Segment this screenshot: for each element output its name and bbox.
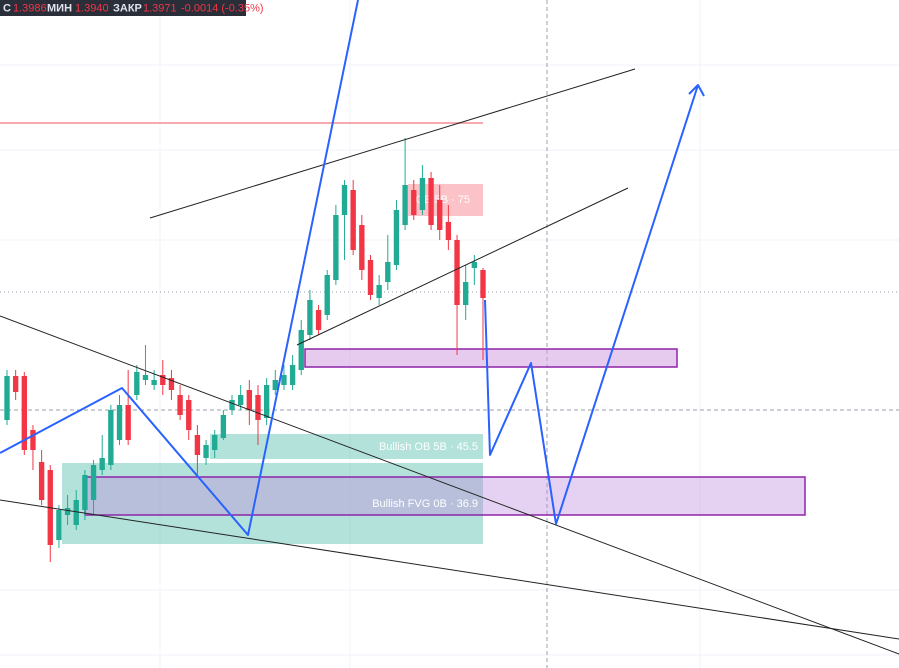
- candle-body: [419, 178, 426, 210]
- candle-body: [471, 262, 478, 268]
- candle-body: [411, 190, 417, 215]
- candle-body: [160, 375, 166, 385]
- candle-body: [402, 185, 408, 225]
- candle-body: [298, 330, 304, 370]
- candle-body: [246, 390, 253, 410]
- arrow-head: [688, 84, 705, 97]
- header-value: -0.0014 (-0.35%): [181, 2, 264, 14]
- candle-body: [350, 190, 356, 250]
- zone-label: Bullish OB 5B · 45.5: [379, 441, 478, 453]
- candle-body: [21, 376, 27, 450]
- candle-body: [341, 185, 348, 215]
- candle-body: [177, 395, 183, 415]
- candle-body: [134, 372, 140, 395]
- header-label: МИН: [47, 2, 72, 14]
- header-bg: [0, 0, 246, 16]
- header-label: С: [3, 2, 11, 14]
- candle-body: [194, 435, 201, 455]
- trendlines: [0, 68, 899, 655]
- candle-body: [229, 400, 235, 410]
- candle-body: [4, 376, 10, 420]
- candle-body: [385, 262, 391, 282]
- trendline: [0, 499, 899, 640]
- candle-body: [428, 178, 434, 225]
- candle-body: [12, 376, 19, 392]
- candle-body: [367, 260, 374, 295]
- candle-body: [263, 385, 270, 418]
- candle-body: [30, 430, 36, 450]
- candle-body: [324, 275, 330, 315]
- candle-body: [151, 380, 157, 385]
- candle-body: [212, 435, 218, 450]
- candle-body: [437, 200, 443, 230]
- candle-body: [289, 365, 296, 385]
- candle-body: [376, 285, 382, 298]
- header-label: ЗАКР: [113, 2, 142, 14]
- trendline: [0, 315, 899, 655]
- header-value: 1.3986: [13, 2, 47, 14]
- zone-label: Bullish FVG 0B · 36.9: [372, 498, 478, 510]
- candle-body: [108, 410, 114, 465]
- ohlc-header: С 1.3986 МИН 1.3940 ЗАКР 1.3971 -0.0014 (-0.35…: [0, 0, 264, 16]
- trendline: [149, 68, 636, 219]
- candle-body: [454, 240, 460, 305]
- purple-zone: [304, 348, 678, 368]
- candle-body: [463, 282, 469, 305]
- candle-body: [73, 500, 79, 525]
- candle-body: [56, 510, 62, 540]
- candle-body: [82, 475, 88, 510]
- candle-body: [281, 375, 287, 385]
- candle-body: [186, 400, 192, 430]
- candle-body: [359, 225, 365, 270]
- trendline: [296, 187, 629, 346]
- candle-body: [315, 310, 322, 330]
- candle-body: [125, 405, 131, 440]
- candles: [4, 138, 486, 562]
- candle-body: [445, 222, 452, 240]
- candle-body: [64, 508, 71, 515]
- projection: [0, 0, 705, 536]
- candle-body: [307, 300, 313, 335]
- candle-body: [90, 465, 97, 500]
- projection-path: [484, 84, 699, 525]
- candle-body: [142, 375, 149, 380]
- candle-body: [272, 380, 278, 390]
- candle-body: [99, 458, 105, 470]
- candle-body: [480, 270, 486, 298]
- candle-body: [333, 215, 339, 280]
- candle-body: [168, 378, 175, 390]
- header-value: 1.3940: [75, 2, 109, 14]
- candle-body: [203, 445, 209, 458]
- candle-body: [255, 395, 261, 420]
- zones: OB 5B · 75 Bullish OB 5B · 45.5 Bullish …: [62, 184, 806, 544]
- header-value: 1.3971: [143, 2, 177, 14]
- candle-body: [116, 405, 123, 440]
- candle-body: [38, 462, 45, 500]
- candle-body: [393, 210, 400, 265]
- candle-body: [237, 395, 244, 405]
- candle-body: [220, 415, 227, 438]
- wave-path: [0, 0, 359, 536]
